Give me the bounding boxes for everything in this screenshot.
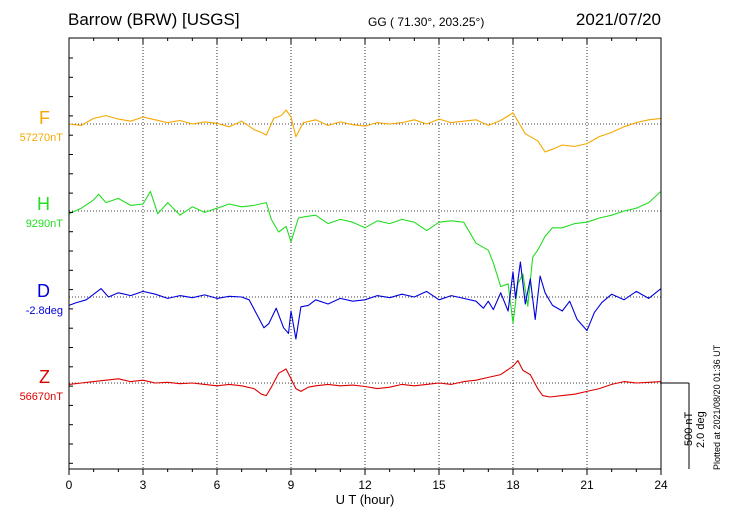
x-tick-label: 21 xyxy=(580,478,594,492)
series-z xyxy=(68,360,662,398)
x-tick-label: 12 xyxy=(358,478,372,492)
channel-f-baseline: 57270nT xyxy=(19,132,63,144)
x-tick-label: 9 xyxy=(288,478,295,492)
channel-z-baseline: 56670nT xyxy=(19,391,63,403)
plot-axes: 0 3 6 9 12 15 18 21 24 U T (hour) xyxy=(66,37,690,507)
x-tick-label: 3 xyxy=(140,478,147,492)
plot-series xyxy=(68,109,662,398)
station-coordinates: GG ( 71.30°, 203.25°) xyxy=(368,15,485,29)
scale-nt-label: 500 nT xyxy=(683,411,695,446)
x-tick-label: 0 xyxy=(66,478,73,492)
x-tick-label: 18 xyxy=(506,478,520,492)
channel-z-label: Z xyxy=(39,367,50,387)
scale-deg-label: 2.0 deg xyxy=(695,411,707,448)
series-d xyxy=(68,261,662,340)
channel-h-label: H xyxy=(37,194,50,214)
x-tick-label: 6 xyxy=(214,478,221,492)
x-tick-label: 24 xyxy=(654,478,668,492)
station-title: Barrow (BRW) [USGS] xyxy=(68,10,240,29)
x-tick-label: 15 xyxy=(432,478,446,492)
series-f xyxy=(68,109,662,153)
channel-f-label: F xyxy=(39,108,50,128)
channel-d-label: D xyxy=(37,281,50,301)
plot-grid xyxy=(69,38,661,469)
plotted-timestamp: Plotted at 2021/08/20 01:36 UT xyxy=(712,344,722,470)
plot-date: 2021/07/20 xyxy=(575,10,661,29)
series-h xyxy=(68,190,662,324)
channel-d-baseline: -2.8deg xyxy=(25,305,63,317)
channel-h-baseline: 9290nT xyxy=(25,218,63,230)
x-axis-label: U T (hour) xyxy=(336,492,395,507)
